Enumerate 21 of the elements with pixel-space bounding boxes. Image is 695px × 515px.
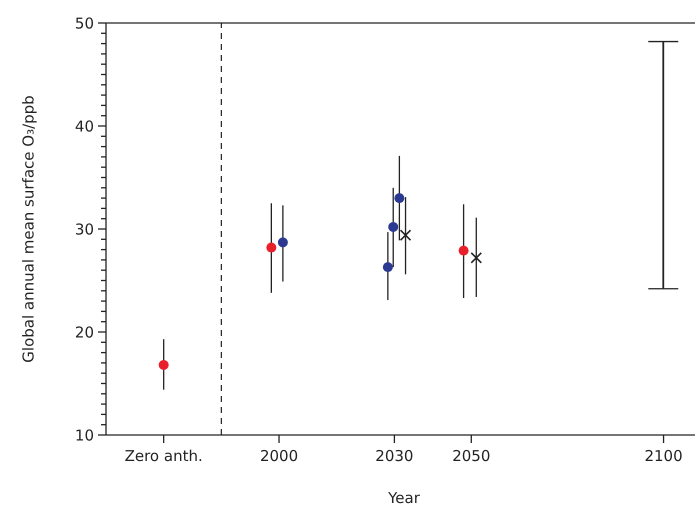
x-axis-title: Year bbox=[387, 489, 421, 507]
y-tick-label: 50 bbox=[74, 14, 94, 32]
x-tick-label: 2050 bbox=[452, 447, 490, 465]
point bbox=[400, 229, 412, 241]
point bbox=[278, 237, 288, 248]
point bbox=[388, 222, 398, 232]
point bbox=[458, 246, 469, 256]
point bbox=[382, 262, 393, 272]
point bbox=[394, 193, 404, 204]
y-tick-label: 20 bbox=[74, 323, 94, 342]
y-tick-label: 10 bbox=[74, 426, 94, 444]
x-tick-label: 2030 bbox=[375, 447, 414, 465]
y-axis-title: Global annual mean surface O₃/ppb bbox=[19, 95, 38, 363]
point bbox=[470, 252, 482, 264]
point bbox=[158, 360, 169, 370]
x-tick-label: 2100 bbox=[644, 447, 683, 465]
x-tick-label: Zero anth. bbox=[124, 447, 203, 465]
y-tick-label: 40 bbox=[74, 117, 94, 136]
x-tick-label: 2000 bbox=[260, 447, 298, 465]
point bbox=[266, 242, 276, 253]
y-tick-label: 30 bbox=[74, 220, 94, 238]
